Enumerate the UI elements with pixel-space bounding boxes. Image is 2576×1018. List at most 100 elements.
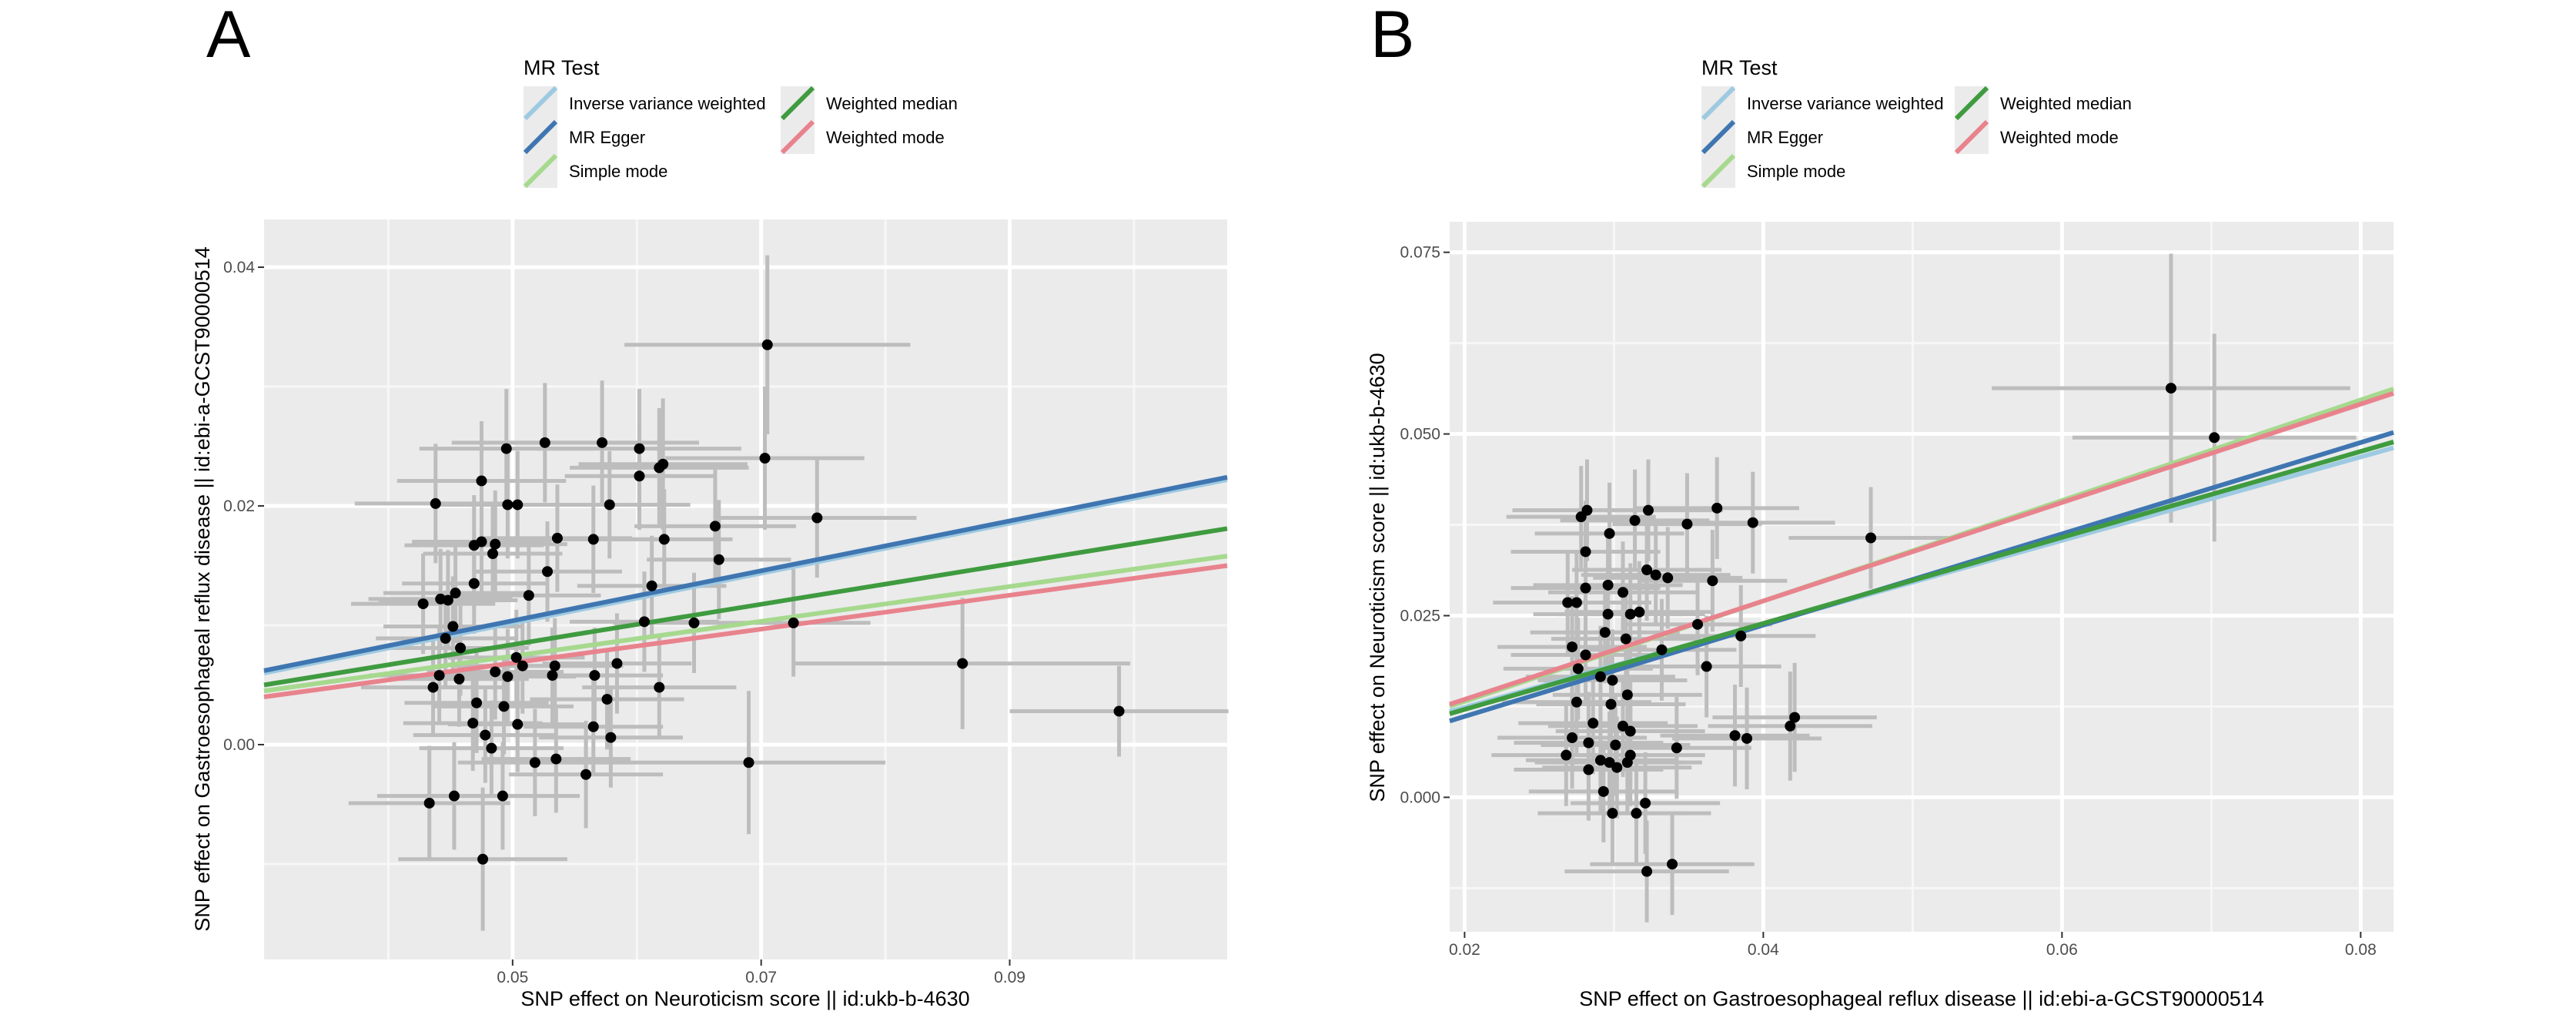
snp-point xyxy=(1583,737,1594,748)
snp-point xyxy=(1624,725,1636,737)
weighted-median-line xyxy=(1449,440,2394,716)
snp-point xyxy=(1594,755,1606,766)
legend-title-b: MR Test xyxy=(1701,56,1778,79)
legend-key-simple xyxy=(523,153,558,189)
snp-point xyxy=(512,718,524,730)
y-tick-label: 0.00 xyxy=(223,736,255,754)
snp-point xyxy=(453,673,465,685)
snp-point xyxy=(477,853,489,865)
panel-label-a: A xyxy=(206,0,251,72)
snp-point xyxy=(490,538,501,550)
snp-point xyxy=(788,617,799,628)
legend-item-simple-a: Simple mode xyxy=(523,153,667,189)
snp-point xyxy=(1641,866,1653,877)
points-b xyxy=(1561,383,2220,877)
snp-point xyxy=(1634,606,1645,618)
snp-point xyxy=(1865,532,1877,544)
snp-point xyxy=(1561,749,1572,761)
x-axis-title-a: SNP effect on Neuroticism score || id:uk… xyxy=(520,987,969,1010)
ivw-line xyxy=(263,477,1228,675)
grid-a xyxy=(264,219,1227,959)
legend-key-ivw xyxy=(1701,85,1736,121)
snp-point xyxy=(688,617,700,628)
snp-point xyxy=(1562,597,1574,608)
snp-point xyxy=(1602,579,1614,591)
legend-label-simple: Simple mode xyxy=(569,162,667,181)
snp-point xyxy=(1711,502,1723,514)
legend-item-egger-b: MR Egger xyxy=(1701,119,1823,155)
snp-point xyxy=(547,670,558,681)
snp-point xyxy=(1587,718,1599,729)
legend-label-ivw: Inverse variance weighted xyxy=(569,94,766,113)
snp-point xyxy=(490,666,501,678)
snp-point xyxy=(480,729,491,741)
snp-point xyxy=(502,671,514,682)
snp-point xyxy=(417,598,429,610)
axes-b: 0.02 0.04 0.06 0.08 0.000 0.025 0.050 0.075 xyxy=(1400,244,2376,959)
snp-point xyxy=(1729,730,1741,742)
plot-area-a xyxy=(264,219,1227,959)
snp-point xyxy=(580,769,592,780)
snp-point xyxy=(467,718,479,729)
snp-point xyxy=(440,633,451,645)
legend-key-simple xyxy=(1701,153,1736,189)
x-tick-label: 0.05 xyxy=(497,969,528,986)
snp-point xyxy=(1113,705,1125,717)
snp-point xyxy=(1662,572,1674,584)
snp-point xyxy=(1580,546,1591,558)
snp-point xyxy=(542,566,554,578)
snp-point xyxy=(1575,511,1587,523)
snp-point xyxy=(471,697,483,708)
snp-point xyxy=(2165,383,2176,394)
snp-point xyxy=(1567,641,1578,653)
snp-point xyxy=(549,660,560,671)
snp-point xyxy=(605,732,617,743)
weighted-mode-line xyxy=(1449,390,2394,707)
y-tick-label: 0.04 xyxy=(223,259,255,276)
snp-point xyxy=(1624,608,1636,620)
snp-point xyxy=(1629,514,1641,526)
snp-point xyxy=(1643,504,1654,516)
y-tick-label: 0.050 xyxy=(1400,426,1440,444)
x-tick-label: 0.09 xyxy=(994,969,1025,986)
snp-point xyxy=(654,681,665,693)
snp-point xyxy=(1580,649,1591,661)
legend-item-ivw-a: Inverse variance weighted xyxy=(523,85,766,121)
snp-point xyxy=(487,548,499,559)
snp-point xyxy=(497,790,508,802)
snp-point xyxy=(1671,742,1682,754)
weighted-mode-line xyxy=(263,563,1228,699)
snp-point xyxy=(1571,696,1582,708)
snp-point xyxy=(646,580,657,591)
legend-key-wmode xyxy=(780,119,815,155)
snp-point xyxy=(447,621,459,632)
snp-point xyxy=(1567,732,1578,744)
legend-item-wmode-b: Weighted mode xyxy=(1954,119,2119,155)
legend-label-simple: Simple mode xyxy=(1747,162,1845,181)
snp-point xyxy=(743,757,754,769)
legend-title-a: MR Test xyxy=(524,56,600,79)
snp-point xyxy=(498,701,510,712)
snp-point xyxy=(759,453,771,464)
snp-point xyxy=(1692,618,1704,630)
snp-point xyxy=(430,497,441,509)
y-tick-label: 0.025 xyxy=(1400,607,1440,625)
snp-point xyxy=(1599,627,1611,638)
y-axis-title-a: SNP effect on Gastroesophageal reflux di… xyxy=(191,246,214,932)
snp-point xyxy=(2209,432,2220,444)
snp-point xyxy=(587,534,599,545)
points-a xyxy=(417,339,1125,865)
snp-point xyxy=(634,470,645,482)
snp-point xyxy=(512,499,524,511)
snp-point xyxy=(654,462,665,474)
snp-point xyxy=(1620,633,1631,645)
mr-egger-line xyxy=(263,474,1228,673)
regression-lines-b xyxy=(1449,387,2394,724)
snp-point xyxy=(500,443,512,454)
snp-point xyxy=(1741,732,1753,744)
snp-point xyxy=(1571,597,1582,608)
snp-point xyxy=(1597,785,1609,797)
snp-point xyxy=(1785,720,1796,732)
panel-a: A MR Test Inverse variance weighted MR E… xyxy=(191,0,1229,1010)
